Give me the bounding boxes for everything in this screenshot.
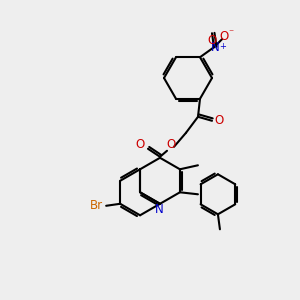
Text: ⁻: ⁻ — [228, 28, 234, 38]
Text: N: N — [211, 41, 219, 54]
Text: O: O — [167, 138, 176, 151]
Text: O: O — [219, 30, 229, 43]
Text: O: O — [207, 34, 217, 47]
Text: O: O — [214, 114, 224, 127]
Text: N: N — [154, 203, 164, 216]
Text: O: O — [135, 138, 145, 151]
Text: +: + — [220, 42, 226, 51]
Text: Br: Br — [90, 199, 103, 212]
